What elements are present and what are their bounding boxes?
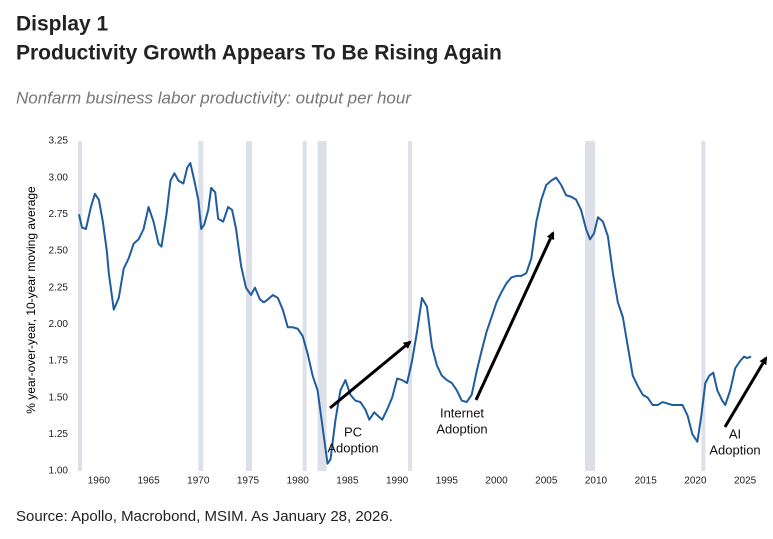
- y-tick-label: 1.75: [49, 356, 69, 367]
- x-tick-label: 1980: [287, 476, 310, 487]
- y-tick-label: 3.25: [49, 136, 69, 147]
- shaded-period: [408, 141, 413, 471]
- annotation: AI: [729, 426, 741, 441]
- arrow: [329, 340, 412, 410]
- arrow: [723, 356, 768, 428]
- x-tick-label: 2020: [684, 476, 707, 487]
- y-tick-label: 2.75: [49, 209, 69, 220]
- y-tick-label: 1.00: [49, 466, 69, 477]
- x-tick-label: 2000: [485, 476, 508, 487]
- shaded-period: [585, 141, 595, 471]
- x-tick-label: 1995: [436, 476, 459, 487]
- annotation: PC: [344, 424, 362, 439]
- x-tick-label: 2025: [734, 476, 757, 487]
- x-tick-label: 1985: [336, 476, 359, 487]
- x-tick-label: 1990: [386, 476, 409, 487]
- shaded-period: [701, 141, 706, 471]
- y-tick-label: 1.50: [49, 392, 69, 403]
- y-tick-label: 2.50: [49, 246, 69, 257]
- shaded-period: [77, 141, 82, 471]
- annotation: Adoption: [709, 442, 760, 457]
- data-line: [78, 162, 752, 465]
- x-tick-label: 1975: [237, 476, 260, 487]
- chart-title: Productivity Growth Appears To Be Rising…: [16, 42, 502, 65]
- annotation: Internet: [440, 405, 484, 420]
- arrow: [474, 231, 555, 401]
- shaded-period: [198, 141, 204, 471]
- annotation: Adoption: [327, 440, 378, 455]
- x-tick-label: 2005: [535, 476, 558, 487]
- x-tick-label: 1965: [137, 476, 160, 487]
- y-tick-label: 2.25: [49, 282, 69, 293]
- source-note: Source: Apollo, Macrobond, MSIM. As Janu…: [16, 508, 393, 525]
- y-axis-label: % year-over-year, 10-year moving average: [24, 186, 38, 414]
- annotation: Adoption: [436, 421, 487, 436]
- shaded-period: [246, 141, 252, 471]
- y-tick-label: 2.00: [49, 319, 69, 330]
- x-tick-label: 2015: [635, 476, 658, 487]
- shaded-period: [317, 141, 327, 471]
- x-tick-label: 1970: [187, 476, 210, 487]
- x-tick-label: 1960: [88, 476, 111, 487]
- chart-title: Display 1: [16, 13, 109, 36]
- y-tick-label: 1.25: [49, 429, 69, 440]
- y-tick-label: 3.00: [49, 172, 69, 183]
- x-tick-label: 2010: [585, 476, 608, 487]
- shaded-period: [302, 141, 307, 471]
- chart-subtitle: Nonfarm business labor productivity: out…: [16, 88, 412, 107]
